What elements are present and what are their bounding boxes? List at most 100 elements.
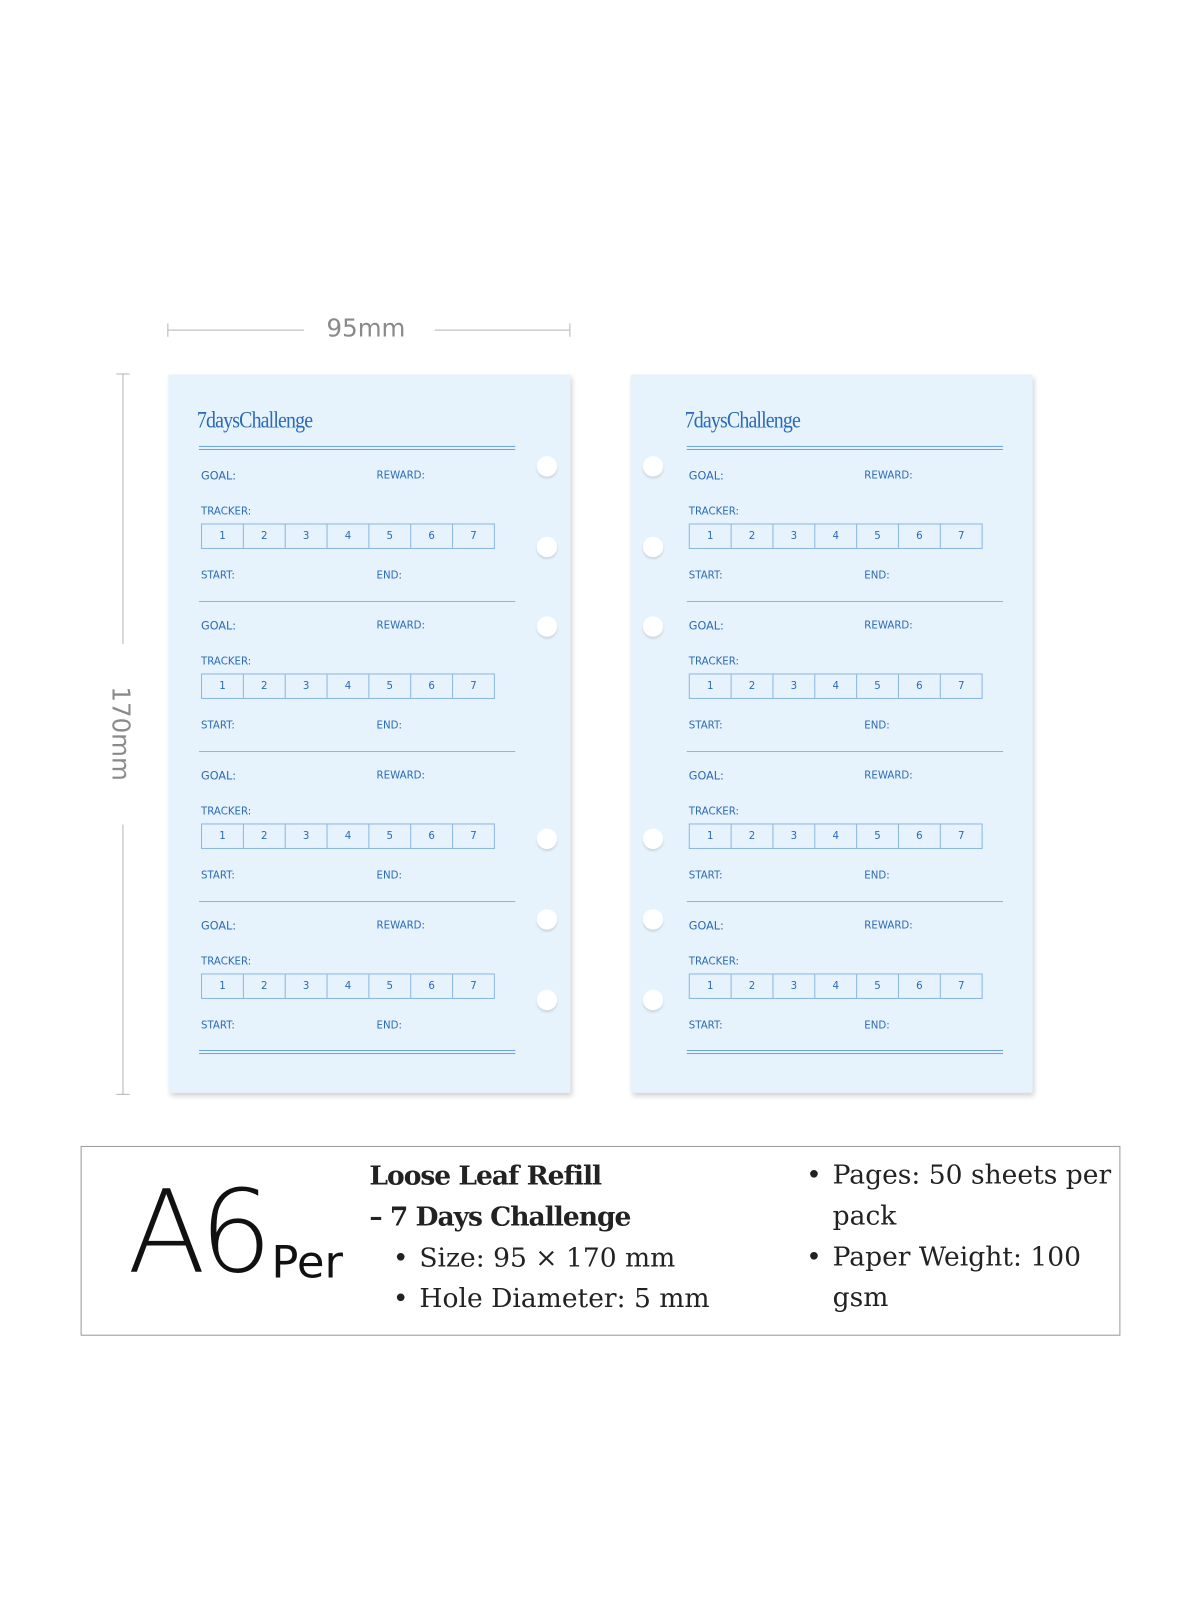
section-divider [198,601,516,603]
tracker-day-box: 2 [244,524,286,548]
bottom-double-rule [686,1049,1004,1055]
tracker-day-box: 6 [899,824,941,848]
tracker-day-box: 6 [411,674,454,698]
end-label: END: [864,870,890,882]
tracker-day-box: 3 [286,524,328,548]
page-title: 7daysChallenge [684,407,801,433]
section-divider [198,901,516,903]
tracker-day-box: 2 [244,824,286,848]
tracker-day-box: 2 [732,974,774,998]
width-dimension-label: 95mm [326,314,406,343]
tracker-label: TRACKER: [688,506,739,518]
punch-hole [642,828,664,849]
tracker-day-box: 5 [857,824,899,848]
tracker-day-box: 3 [773,674,816,698]
product-title-line1: Loose Leaf Refill [369,1161,602,1192]
tracker-label: TRACKER: [688,806,739,818]
tracker-day-box: 2 [732,674,774,698]
tracker-day-box: 6 [411,974,454,998]
tracker-label: TRACKER: [201,956,252,968]
punch-hole [536,989,558,1011]
page-title: 7daysChallenge [196,407,313,433]
spec-paper-weight-cont: gsm [832,1282,889,1314]
tracker-day-box: 3 [286,974,328,998]
tracker-day-box: 4 [328,674,370,698]
goal-label: GOAL: [688,619,724,633]
tracker-day-box: 2 [244,674,286,698]
reward-label: REWARD: [376,920,425,932]
height-dimension-line-bottom [122,824,124,1095]
punch-hole [536,828,558,849]
start-label: START: [688,870,723,882]
section-divider [686,601,1004,603]
tracker-day-box: 3 [773,524,816,548]
page-content: 7daysChallenge GOAL: REWARD: TRACKER: 1 2 3 4 5 6… [684,374,1004,1092]
start-label: START: [201,1020,235,1032]
width-dimension-tick-left [167,323,169,337]
tracker-label: TRACKER: [201,656,252,668]
refill-page-right: 7daysChallenge GOAL: REWARD: TRACKER: 1 2 3 4 5 6… [630,374,1033,1093]
page-content: 7daysChallenge GOAL: REWARD: TRACKER: 1 2 3 4 5 6… [196,374,516,1092]
goal-label: GOAL: [688,919,724,933]
size-suffix: Per [271,1236,343,1289]
tracker-day-box: 2 [244,974,286,998]
reward-label: REWARD: [864,470,913,482]
width-dimension-line-right [434,329,570,331]
height-dimension-label: 170mm [106,686,135,781]
tracker-day-box: 7 [470,830,477,842]
refill-page-left: 7daysChallenge GOAL: REWARD: TRACKER: 1 2 3 4 5 6… [168,374,571,1093]
goal-label: GOAL: [688,469,724,483]
start-label: START: [201,870,235,882]
width-dimension-tick-right [569,323,571,337]
tracker-day-box: 6 [411,824,454,848]
punch-hole [642,909,664,930]
tracker-day-box: 7 [470,980,477,992]
tracker-day-box: 1 [202,674,244,698]
tracker-day-box: 7 [957,530,965,542]
bottom-double-rule [198,1049,516,1055]
spec-pages-cont: pack [832,1201,897,1232]
tracker-label: TRACKER: [201,506,252,518]
tracker-day-box: 1 [690,674,732,698]
punch-hole [536,616,558,637]
tracker-day-box: 1 [690,974,732,998]
tracker-day-box: 7 [957,830,965,842]
tracker-day-box: 1 [690,824,732,848]
section-divider [686,751,1004,753]
tracker-day-box: 5 [857,974,899,998]
tracker-day-box: 4 [815,524,858,548]
tracker-day-box: 4 [328,824,370,848]
goal-label: GOAL: [201,919,237,933]
tracker-day-box: 2 [732,824,774,848]
title-double-rule [198,445,516,450]
tracker-day-box: 4 [815,674,858,698]
tracker-day-box: 6 [411,524,454,548]
width-dimension-line-left [167,329,305,331]
height-dimension-line-top [122,373,124,644]
tracker-day-box: 6 [899,524,941,548]
tracker-day-box: 5 [857,674,899,698]
tracker-day-box: 2 [732,524,774,548]
tracker-day-box: 5 [369,674,412,698]
size-mark: A6 [127,1166,273,1299]
start-label: START: [688,720,723,732]
punch-hole [642,616,664,637]
tracker-day-box: 5 [369,824,412,848]
title-double-rule [686,445,1004,450]
tracker-day-box: 3 [286,674,328,698]
punch-hole [642,536,664,558]
goal-label: GOAL: [688,769,724,783]
tracker-day-box: 5 [857,524,899,548]
punch-hole [642,989,664,1011]
tracker-day-box: 1 [202,824,244,848]
punch-hole [536,536,558,558]
end-label: END: [864,570,890,582]
start-label: START: [201,720,235,732]
reward-label: REWARD: [864,770,913,782]
end-label: END: [376,1020,402,1032]
